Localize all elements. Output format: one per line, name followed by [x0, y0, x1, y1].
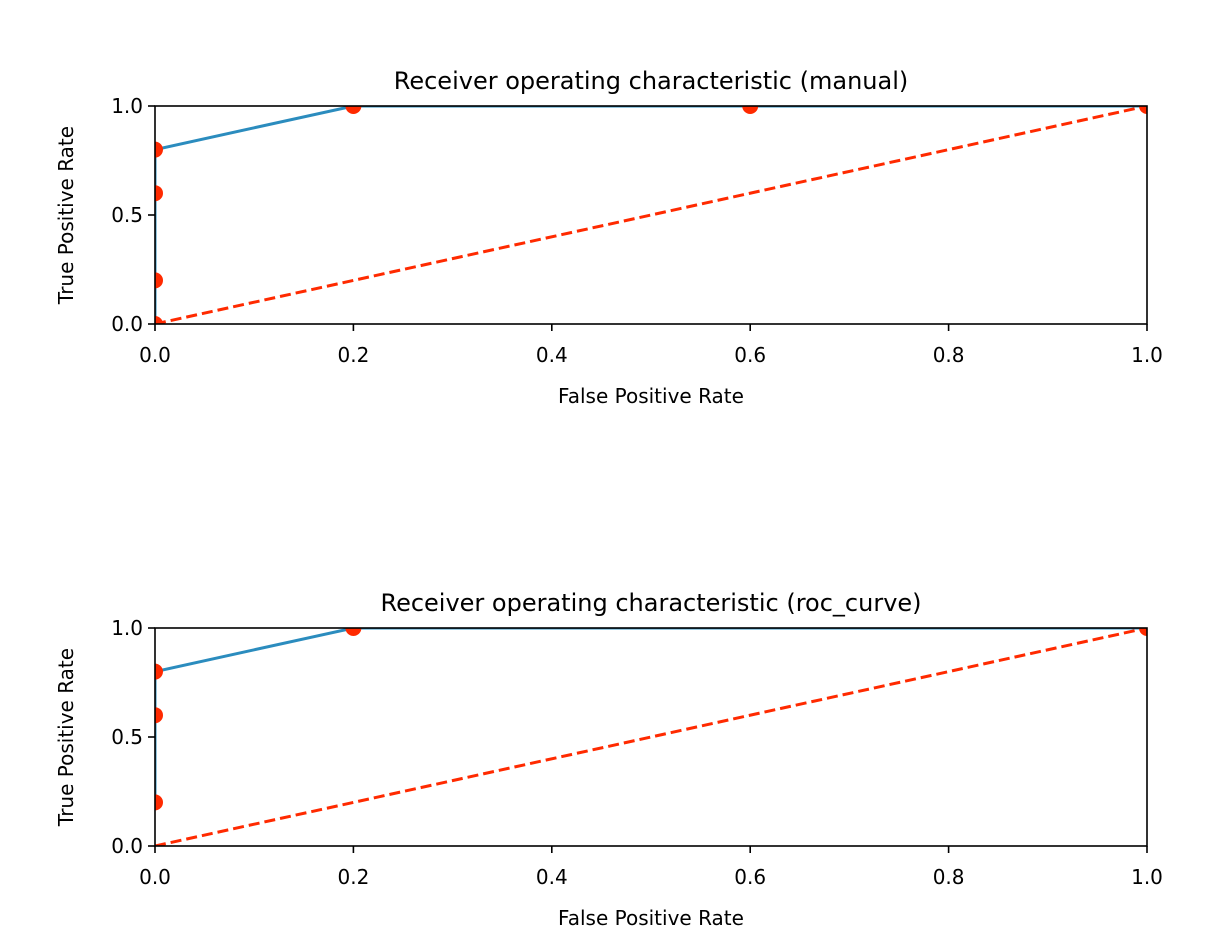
data-point	[1139, 106, 1147, 114]
plot-area	[155, 628, 1147, 846]
x-tick-label: 0.6	[734, 343, 766, 367]
x-tick-label: 1.0	[1131, 865, 1163, 889]
y-tick-label: 0.0	[111, 312, 143, 336]
data-point	[155, 316, 163, 324]
x-tick-label: 0.8	[933, 865, 965, 889]
roc-panel-1: Receiver operating characteristic (manua…	[54, 67, 1163, 408]
x-axis-label: False Positive Rate	[558, 384, 744, 408]
y-axis-label: True Positive Rate	[54, 126, 78, 305]
chart-title: Receiver operating characteristic (manua…	[394, 67, 908, 95]
y-tick-label: 0.5	[111, 203, 143, 227]
data-point	[1139, 628, 1147, 636]
y-tick-label: 0.5	[111, 725, 143, 749]
data-point	[155, 141, 163, 158]
roc-panel-2: Receiver operating characteristic (roc_c…	[54, 589, 1163, 930]
x-tick-label: 1.0	[1131, 343, 1163, 367]
data-point	[155, 707, 163, 724]
plot-area	[155, 106, 1147, 324]
data-point	[155, 185, 163, 202]
data-point	[345, 628, 362, 636]
x-tick-label: 0.4	[536, 865, 568, 889]
data-point	[155, 794, 163, 811]
diagonal-reference-line	[155, 106, 1147, 324]
x-tick-label: 0.4	[536, 343, 568, 367]
y-tick-label: 0.0	[111, 834, 143, 858]
data-point	[345, 106, 362, 114]
x-tick-label: 0.2	[337, 343, 369, 367]
diagonal-reference-line	[155, 628, 1147, 846]
x-tick-label: 0.2	[337, 865, 369, 889]
y-tick-label: 1.0	[111, 94, 143, 118]
y-axis-label: True Positive Rate	[54, 648, 78, 827]
roc-curve-line	[155, 628, 1147, 803]
x-tick-label: 0.8	[933, 343, 965, 367]
y-tick-label: 1.0	[111, 616, 143, 640]
chart-title: Receiver operating characteristic (roc_c…	[380, 589, 921, 617]
data-point	[155, 663, 163, 680]
x-axis-label: False Positive Rate	[558, 906, 744, 930]
x-tick-label: 0.6	[734, 865, 766, 889]
data-point	[155, 272, 163, 289]
x-tick-label: 0.0	[139, 343, 171, 367]
x-tick-label: 0.0	[139, 865, 171, 889]
data-point	[742, 106, 759, 114]
